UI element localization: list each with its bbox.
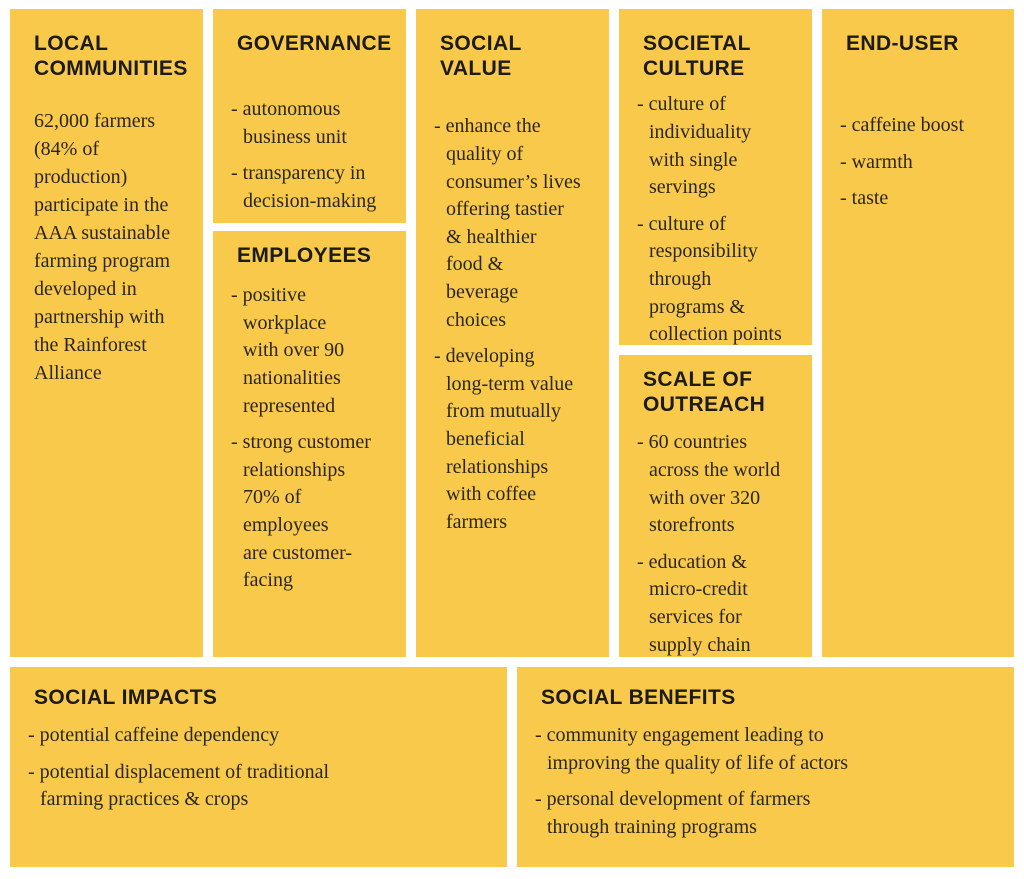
panel-social-value-title: SOCIAL VALUE bbox=[440, 32, 522, 81]
panel-local-communities-body: 62,000 farmers (84% of production) parti… bbox=[34, 110, 171, 385]
bullet-item: - strong customer relationships 70% of e… bbox=[231, 431, 371, 592]
bullet-item: - enhance the quality of consumer’s live… bbox=[434, 115, 581, 331]
bullet-item: - 60 countries across the world with ove… bbox=[637, 431, 781, 537]
panel-social-benefits: SOCIAL BENEFITS - community engagement l… bbox=[517, 667, 1014, 867]
panel-societal-culture-title: SOCIETAL CULTURE bbox=[643, 32, 751, 81]
panel-employees: EMPLOYEES - positive workplace with over… bbox=[213, 231, 406, 657]
panel-governance: GOVERNANCE - autonomous business unit - … bbox=[213, 9, 406, 223]
panel-end-user-title: END-USER bbox=[846, 32, 959, 55]
bullet-item: - culture of responsibility through prog… bbox=[637, 212, 782, 346]
bullet-item: - caffeine boost bbox=[840, 114, 965, 137]
bullet-item: - developing long-term value from mutual… bbox=[434, 345, 574, 533]
panel-scale-of-outreach-title: SCALE OF OUTREACH bbox=[643, 368, 766, 417]
panel-social-benefits-title: SOCIAL BENEFITS bbox=[541, 686, 736, 709]
bullet-item: - positive workplace with over 90 nation… bbox=[231, 284, 345, 417]
panel-end-user: END-USER - caffeine boost - warmth - tas… bbox=[822, 9, 1014, 657]
bullet-item: - potential displacement of traditional … bbox=[28, 760, 330, 811]
panel-governance-title: GOVERNANCE bbox=[237, 32, 392, 55]
bullet-item: - taste bbox=[840, 187, 889, 210]
panel-local-communities: LOCAL COMMUNITIES 62,000 farmers (84% of… bbox=[10, 9, 203, 657]
panel-social-impacts: SOCIAL IMPACTS - potential caffeine depe… bbox=[10, 667, 507, 867]
bullet-item: - education & micro-credit services for … bbox=[637, 550, 751, 656]
bullet-item: - autonomous business unit bbox=[231, 98, 347, 148]
panel-employees-title: EMPLOYEES bbox=[237, 244, 372, 267]
bullet-item: - culture of individuality with single s… bbox=[637, 93, 752, 199]
bullet-item: - warmth bbox=[840, 150, 913, 173]
bullet-item: - personal development of farmers throug… bbox=[535, 788, 811, 838]
panel-social-value: SOCIAL VALUE - enhance the quality of co… bbox=[416, 9, 609, 657]
bullet-item: - transparency in decision-making bbox=[231, 162, 377, 212]
panel-local-communities-title: LOCAL COMMUNITIES bbox=[34, 32, 188, 81]
bullet-item: - community engagement leading to improv… bbox=[535, 724, 849, 774]
panel-societal-culture: SOCIETAL CULTURE - culture of individual… bbox=[619, 9, 812, 345]
bullet-item: - potential caffeine dependency bbox=[28, 724, 280, 747]
panel-scale-of-outreach: SCALE OF OUTREACH - 60 countries across … bbox=[619, 355, 812, 657]
panel-social-impacts-title: SOCIAL IMPACTS bbox=[34, 686, 218, 709]
